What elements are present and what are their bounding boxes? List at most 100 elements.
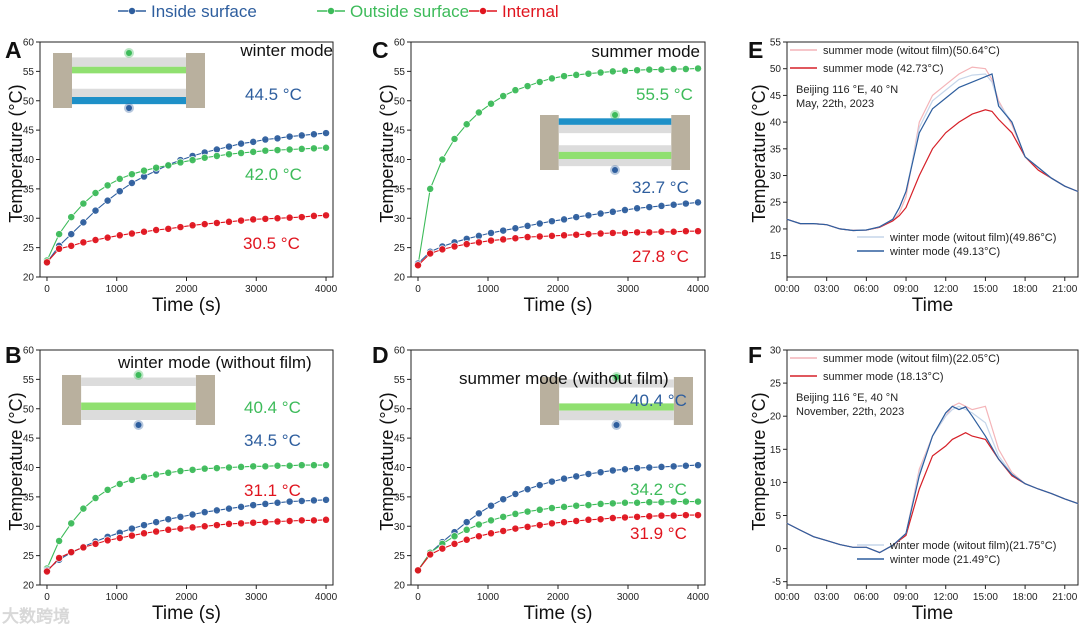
data-point — [633, 498, 642, 507]
y-tick-label: 20 — [23, 581, 35, 592]
data-point — [115, 231, 124, 240]
data-point — [273, 146, 282, 155]
data-point — [608, 466, 617, 475]
data-point — [200, 464, 209, 473]
data-point — [322, 143, 330, 152]
x-tick-label: 4000 — [315, 284, 338, 295]
data-point — [657, 227, 666, 236]
data-point — [621, 498, 629, 507]
data-point — [237, 149, 246, 157]
series-outside-surface: 34.2 °C — [414, 480, 702, 575]
data-point — [657, 201, 666, 210]
data-point — [67, 230, 76, 239]
data-point — [596, 68, 605, 77]
data-point — [67, 241, 76, 250]
y-tick-label: 15 — [770, 445, 782, 456]
y-tick-label: 40 — [23, 463, 35, 474]
inside-sensor-dot — [126, 105, 132, 111]
data-point — [560, 231, 569, 240]
y-tick-label: 55 — [770, 38, 782, 49]
data-point — [511, 86, 520, 95]
data-point — [140, 166, 148, 175]
y-tick-label: 55 — [23, 67, 35, 78]
y-tick-label: 25 — [770, 379, 782, 390]
data-point — [487, 501, 495, 510]
data-point — [285, 145, 294, 154]
data-point — [669, 227, 678, 236]
series-inside-surface: 44.5 °C — [43, 85, 330, 267]
series-inside-surface: 34.5 °C — [43, 431, 330, 575]
y-tick-label: 0 — [775, 544, 781, 555]
data-point — [572, 213, 581, 222]
x-tick-label: 18:00 — [1013, 284, 1038, 295]
data-point — [681, 497, 690, 506]
data-point — [487, 236, 495, 245]
x-axis-label: Time (s) — [524, 295, 593, 316]
data-point — [596, 209, 605, 218]
y-axis-label: Temperature (°C) — [377, 84, 397, 222]
x-tick-label: 06:00 — [854, 284, 879, 295]
data-point — [669, 462, 678, 471]
y-tick-label: 55 — [23, 375, 35, 386]
data-point — [297, 144, 306, 153]
data-point — [584, 515, 593, 524]
data-point — [511, 234, 520, 243]
data-point — [164, 224, 173, 233]
series-line — [786, 405, 1079, 554]
inset-layer — [72, 97, 186, 105]
y-tick-label: 60 — [394, 38, 406, 49]
data-point — [237, 216, 246, 225]
x-axis-label: Time — [912, 295, 954, 316]
data-point — [511, 224, 520, 233]
data-point — [176, 158, 185, 167]
data-point — [152, 518, 161, 527]
data-point — [633, 512, 642, 521]
data-point — [511, 509, 520, 518]
data-point — [140, 529, 148, 538]
data-point — [237, 462, 246, 471]
inset-layer — [72, 88, 186, 97]
data-point — [55, 554, 64, 562]
panel-E: E 15 20 25 30 35 40 45 50 55 00:00 03:00 06:00 09:00 1… — [748, 37, 1079, 316]
data-point — [225, 150, 233, 159]
y-tick-label: 30 — [770, 171, 782, 182]
panel-letter: B — [5, 342, 22, 368]
data-point — [499, 235, 508, 244]
data-point — [535, 521, 544, 530]
series-line — [46, 519, 327, 572]
data-point — [43, 567, 51, 576]
structure-inset — [540, 110, 690, 175]
data-point — [322, 211, 330, 220]
series-winter-mode-witout-film-21-75-c- — [786, 405, 1079, 554]
x-tick-label: 03:00 — [814, 592, 839, 603]
legend-label: summer mode (witout film)(22.05°C) — [823, 353, 1000, 365]
data-point — [261, 462, 270, 471]
y-tick-label: 40 — [23, 155, 35, 166]
data-point — [273, 134, 282, 143]
data-point — [309, 144, 318, 153]
x-tick-label: 21:00 — [1052, 284, 1077, 295]
data-point — [535, 481, 544, 490]
end-value-label: 40.4 °C — [244, 398, 301, 417]
series-line — [786, 73, 1079, 232]
data-point — [55, 244, 64, 253]
data-point — [450, 242, 459, 251]
structure-inset — [53, 48, 205, 113]
data-point — [669, 65, 678, 73]
end-value-label: 42.0 °C — [245, 165, 302, 184]
data-point — [55, 230, 64, 239]
end-value-label: 44.5 °C — [245, 85, 302, 104]
data-point — [200, 220, 209, 229]
data-point — [645, 512, 654, 521]
data-point — [249, 137, 258, 146]
data-point — [694, 227, 702, 236]
series-winter-mode-49-13-c- — [786, 73, 1079, 232]
data-point — [474, 108, 483, 117]
y-tick-label: 30 — [394, 214, 406, 225]
y-tick-label: 55 — [394, 67, 406, 78]
y-tick-label: 60 — [23, 346, 35, 357]
data-point — [67, 519, 76, 528]
data-point — [523, 522, 532, 531]
data-point — [127, 531, 136, 540]
